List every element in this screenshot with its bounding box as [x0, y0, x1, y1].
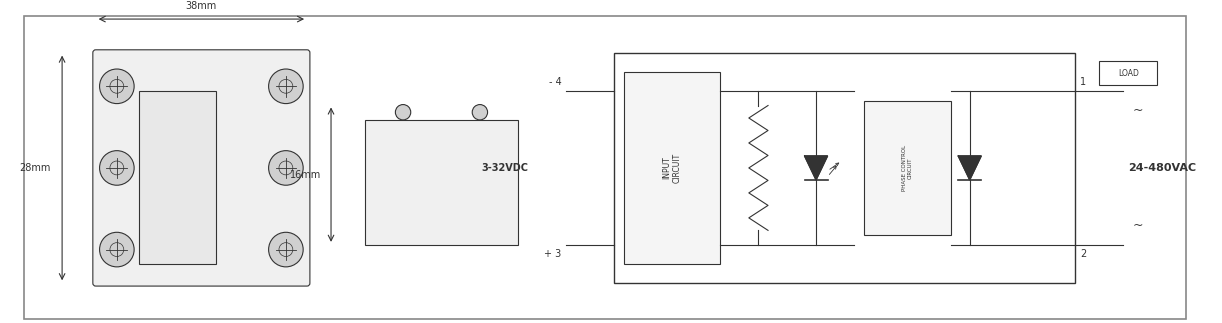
Bar	[1100, 61, 1157, 85]
Text: - 4: - 4	[549, 77, 562, 87]
Text: 1: 1	[1080, 77, 1086, 87]
Polygon shape	[804, 156, 827, 180]
Bar	[624, 72, 720, 264]
Circle shape	[99, 151, 134, 185]
FancyBboxPatch shape	[93, 50, 310, 286]
Polygon shape	[958, 156, 981, 180]
Text: + 3: + 3	[544, 249, 562, 259]
Circle shape	[396, 105, 411, 120]
Bar	[615, 53, 1075, 283]
Text: ~: ~	[1133, 104, 1143, 117]
Text: 38mm: 38mm	[186, 1, 218, 11]
Circle shape	[99, 69, 134, 104]
Text: INPUT
CIRCUIT: INPUT CIRCUIT	[662, 153, 682, 183]
Circle shape	[269, 151, 303, 185]
Bar	[864, 101, 951, 235]
Bar	[139, 91, 216, 264]
Text: 3-32VDC: 3-32VDC	[481, 163, 528, 173]
Bar	[364, 120, 518, 245]
Text: 2: 2	[1080, 249, 1086, 259]
Circle shape	[472, 105, 488, 120]
Text: ~: ~	[1133, 219, 1143, 232]
Circle shape	[269, 69, 303, 104]
Text: 24-480VAC: 24-480VAC	[1128, 163, 1196, 173]
Text: 16mm: 16mm	[290, 170, 321, 180]
Text: LOAD: LOAD	[1118, 69, 1139, 78]
Text: PHASE CONTROL
CIRCUIT: PHASE CONTROL CIRCUIT	[902, 145, 913, 191]
Text: 28mm: 28mm	[20, 163, 50, 173]
Circle shape	[269, 232, 303, 267]
Circle shape	[99, 232, 134, 267]
